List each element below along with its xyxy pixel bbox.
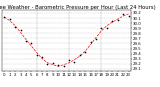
Title: Milwaukee Weather - Barometric Pressure per Hour (Last 24 Hours): Milwaukee Weather - Barometric Pressure … — [0, 5, 155, 10]
